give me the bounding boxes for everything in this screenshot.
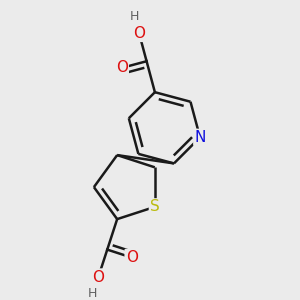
Text: O: O [92, 269, 104, 284]
Text: N: N [194, 130, 206, 145]
Text: S: S [150, 200, 160, 214]
Text: O: O [116, 60, 128, 75]
Text: H: H [130, 10, 139, 23]
Text: O: O [126, 250, 138, 265]
Text: H: H [88, 287, 98, 300]
Text: O: O [133, 26, 145, 41]
